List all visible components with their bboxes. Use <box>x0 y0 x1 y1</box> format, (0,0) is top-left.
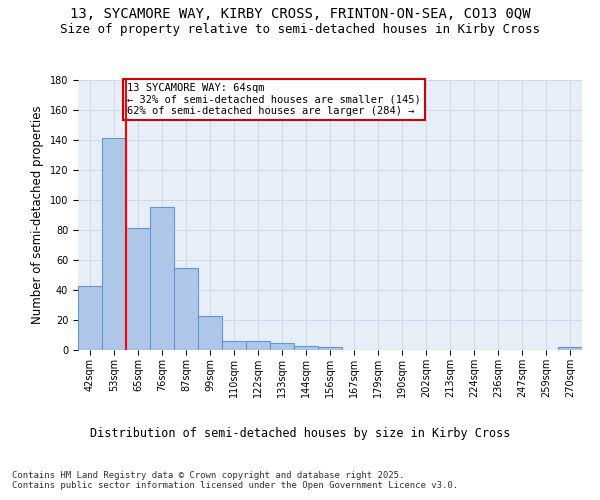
Text: Contains HM Land Registry data © Crown copyright and database right 2025.
Contai: Contains HM Land Registry data © Crown c… <box>12 470 458 490</box>
Text: 13, SYCAMORE WAY, KIRBY CROSS, FRINTON-ON-SEA, CO13 0QW: 13, SYCAMORE WAY, KIRBY CROSS, FRINTON-O… <box>70 8 530 22</box>
Text: Distribution of semi-detached houses by size in Kirby Cross: Distribution of semi-detached houses by … <box>90 428 510 440</box>
Bar <box>150 208 174 350</box>
Bar <box>102 138 126 350</box>
Bar <box>174 268 198 350</box>
Bar <box>198 316 222 350</box>
Bar <box>318 347 342 350</box>
Bar <box>270 342 294 350</box>
Bar <box>246 341 270 350</box>
Bar <box>294 346 318 350</box>
Bar <box>558 347 582 350</box>
Bar <box>78 286 102 350</box>
Bar <box>126 228 150 350</box>
Bar <box>222 341 246 350</box>
Text: 13 SYCAMORE WAY: 64sqm
← 32% of semi-detached houses are smaller (145)
62% of se: 13 SYCAMORE WAY: 64sqm ← 32% of semi-det… <box>127 83 421 116</box>
Y-axis label: Number of semi-detached properties: Number of semi-detached properties <box>31 106 44 324</box>
Text: Size of property relative to semi-detached houses in Kirby Cross: Size of property relative to semi-detach… <box>60 22 540 36</box>
